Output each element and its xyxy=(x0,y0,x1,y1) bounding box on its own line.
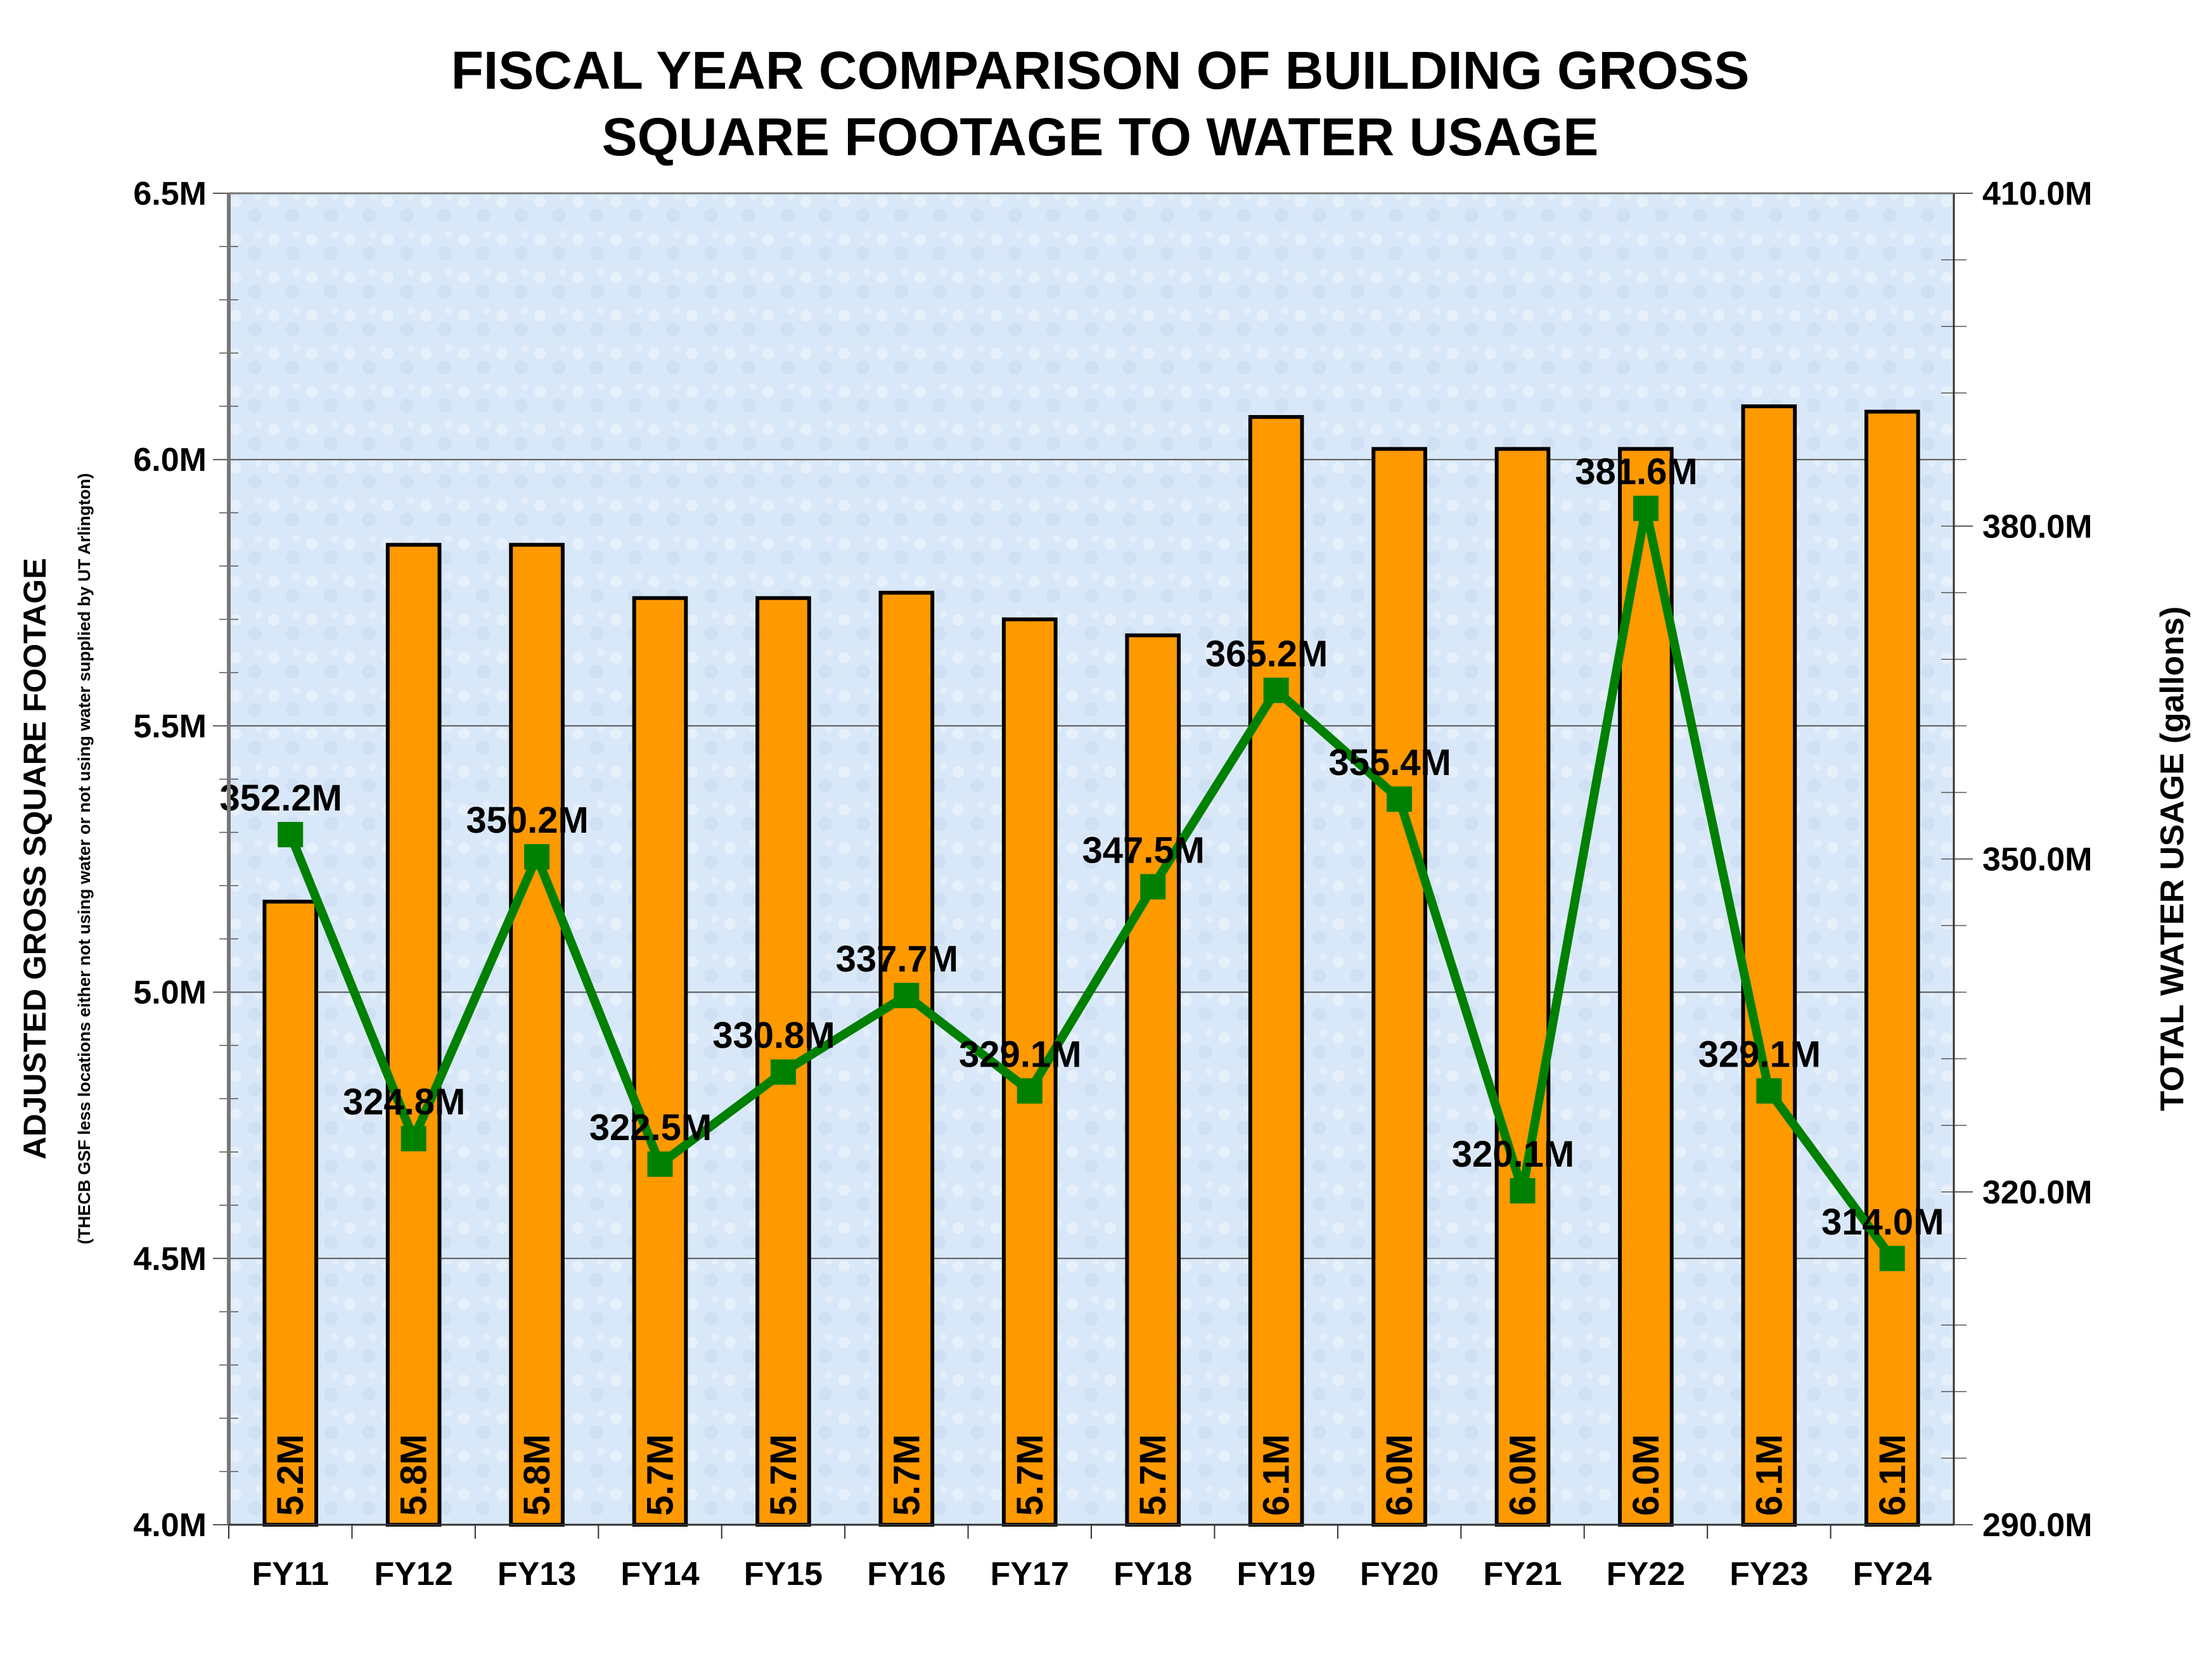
bar-value-label: 6.0M xyxy=(1379,1434,1420,1516)
bar-fy12 xyxy=(385,542,442,1527)
left-tick-label: 4.5M xyxy=(133,1241,207,1278)
bar-value-label: 5.7M xyxy=(640,1434,681,1516)
water-usage-line xyxy=(286,507,1896,1261)
right-tick-label: 320.0M xyxy=(1982,1174,2092,1211)
bar-fy19 xyxy=(1248,414,1304,1527)
x-tick-label: FY12 xyxy=(374,1556,452,1593)
bar-value-label: 5.2M xyxy=(270,1434,311,1516)
left-tick-label: 5.5M xyxy=(133,708,207,745)
water-usage-marker xyxy=(401,1125,427,1151)
water-usage-marker xyxy=(1387,786,1413,812)
left-axis-title: ADJUSTED GROSS SQUARE FOOTAGE xyxy=(17,558,53,1159)
right-tick-label: 290.0M xyxy=(1982,1507,2092,1544)
water-usage-marker xyxy=(1756,1078,1782,1104)
right-tick-label: 350.0M xyxy=(1982,842,2092,878)
left-tick-label: 6.0M xyxy=(133,442,207,478)
bar-fy24 xyxy=(1864,409,1920,1527)
x-tick-label: FY14 xyxy=(620,1556,699,1593)
x-tick-label: FY18 xyxy=(1113,1556,1192,1593)
x-tick-label: FY23 xyxy=(1729,1556,1808,1593)
water-usage-label: 330.8M xyxy=(712,1015,835,1056)
bar-value-label: 5.8M xyxy=(517,1434,558,1516)
bar-fy11 xyxy=(262,899,319,1527)
x-tick-label: FY11 xyxy=(252,1556,329,1593)
water-usage-label: 329.1M xyxy=(959,1034,1081,1075)
water-usage-label: 337.7M xyxy=(836,939,958,980)
x-tick-label: FY24 xyxy=(1853,1556,1932,1593)
water-usage-label: 352.2M xyxy=(219,778,342,819)
water-usage-label: 329.1M xyxy=(1698,1034,1821,1075)
bar-value-label: 5.7M xyxy=(886,1434,927,1516)
bar-fy13 xyxy=(509,542,565,1527)
water-usage-label: 324.8M xyxy=(343,1082,465,1123)
water-usage-label: 350.2M xyxy=(466,800,588,841)
water-usage-label: 347.5M xyxy=(1082,830,1204,871)
left-tick-label: 6.5M xyxy=(133,176,207,212)
water-usage-marker xyxy=(1017,1078,1043,1104)
right-tick-label: 380.0M xyxy=(1982,508,2092,545)
water-usage-label: 365.2M xyxy=(1205,633,1328,674)
bar-value-label: 5.8M xyxy=(394,1434,435,1516)
bar-value-label: 6.1M xyxy=(1749,1434,1790,1516)
bar-fy16 xyxy=(878,591,935,1527)
bar-fy21 xyxy=(1494,447,1551,1527)
bar-value-label: 6.0M xyxy=(1503,1434,1544,1516)
water-usage-marker xyxy=(1510,1177,1536,1203)
bar-value-label: 6.1M xyxy=(1872,1434,1913,1516)
bar-value-label: 5.7M xyxy=(763,1434,804,1516)
water-usage-marker xyxy=(770,1059,796,1085)
bar-value-label: 5.7M xyxy=(1010,1434,1051,1516)
x-tick-label: FY22 xyxy=(1607,1556,1685,1593)
water-usage-marker xyxy=(1263,677,1289,703)
left-axis-subtitle: (THECB GSF less locations either not usi… xyxy=(75,473,94,1244)
x-tick-label: FY20 xyxy=(1360,1556,1439,1593)
bar-fy14 xyxy=(632,596,688,1527)
bar-value-label: 6.1M xyxy=(1256,1434,1297,1516)
bar-fy23 xyxy=(1741,404,1797,1527)
water-usage-marker xyxy=(1633,496,1659,522)
water-usage-marker xyxy=(278,821,304,847)
x-tick-label: FY17 xyxy=(991,1556,1069,1593)
water-usage-label: 320.1M xyxy=(1452,1134,1574,1175)
water-usage-marker xyxy=(1879,1245,1905,1271)
right-axis-title: TOTAL WATER USAGE (gallons) xyxy=(2154,606,2191,1111)
left-tick-label: 5.0M xyxy=(133,975,207,1011)
x-tick-label: FY21 xyxy=(1483,1556,1562,1593)
left-tick-label: 4.0M xyxy=(133,1507,207,1544)
x-tick-label: FY16 xyxy=(867,1556,946,1593)
right-tick-label: 410.0M xyxy=(1982,176,2092,212)
x-tick-label: FY15 xyxy=(744,1556,823,1593)
water-usage-label: 355.4M xyxy=(1328,742,1451,783)
bar-value-label: 6.0M xyxy=(1626,1434,1667,1516)
x-tick-label: FY13 xyxy=(497,1556,576,1593)
water-usage-marker xyxy=(647,1151,673,1177)
water-usage-label: 314.0M xyxy=(1821,1202,1944,1243)
chart-title-line-2: SQUARE FOOTAGE TO WATER USAGE xyxy=(602,107,1599,167)
water-usage-marker xyxy=(1140,874,1166,900)
bar-fy18 xyxy=(1125,633,1181,1527)
axes: 4.0M 4.5M 5.0M 5.5M 6.0M 6.5M 290.0M 320.0M 350.… xyxy=(133,176,2092,1593)
water-usage-label: 381.6M xyxy=(1575,451,1697,492)
water-usage-marker xyxy=(894,982,920,1008)
chart-title-line-1: FISCAL YEAR COMPARISON OF BUILDING GROSS xyxy=(451,41,1750,100)
bar-fy20 xyxy=(1371,447,1427,1527)
x-tick-label: FY19 xyxy=(1236,1556,1315,1593)
bar-value-label: 5.7M xyxy=(1133,1434,1174,1516)
water-usage-marker xyxy=(524,843,550,869)
water-usage-label: 322.5M xyxy=(589,1107,712,1148)
